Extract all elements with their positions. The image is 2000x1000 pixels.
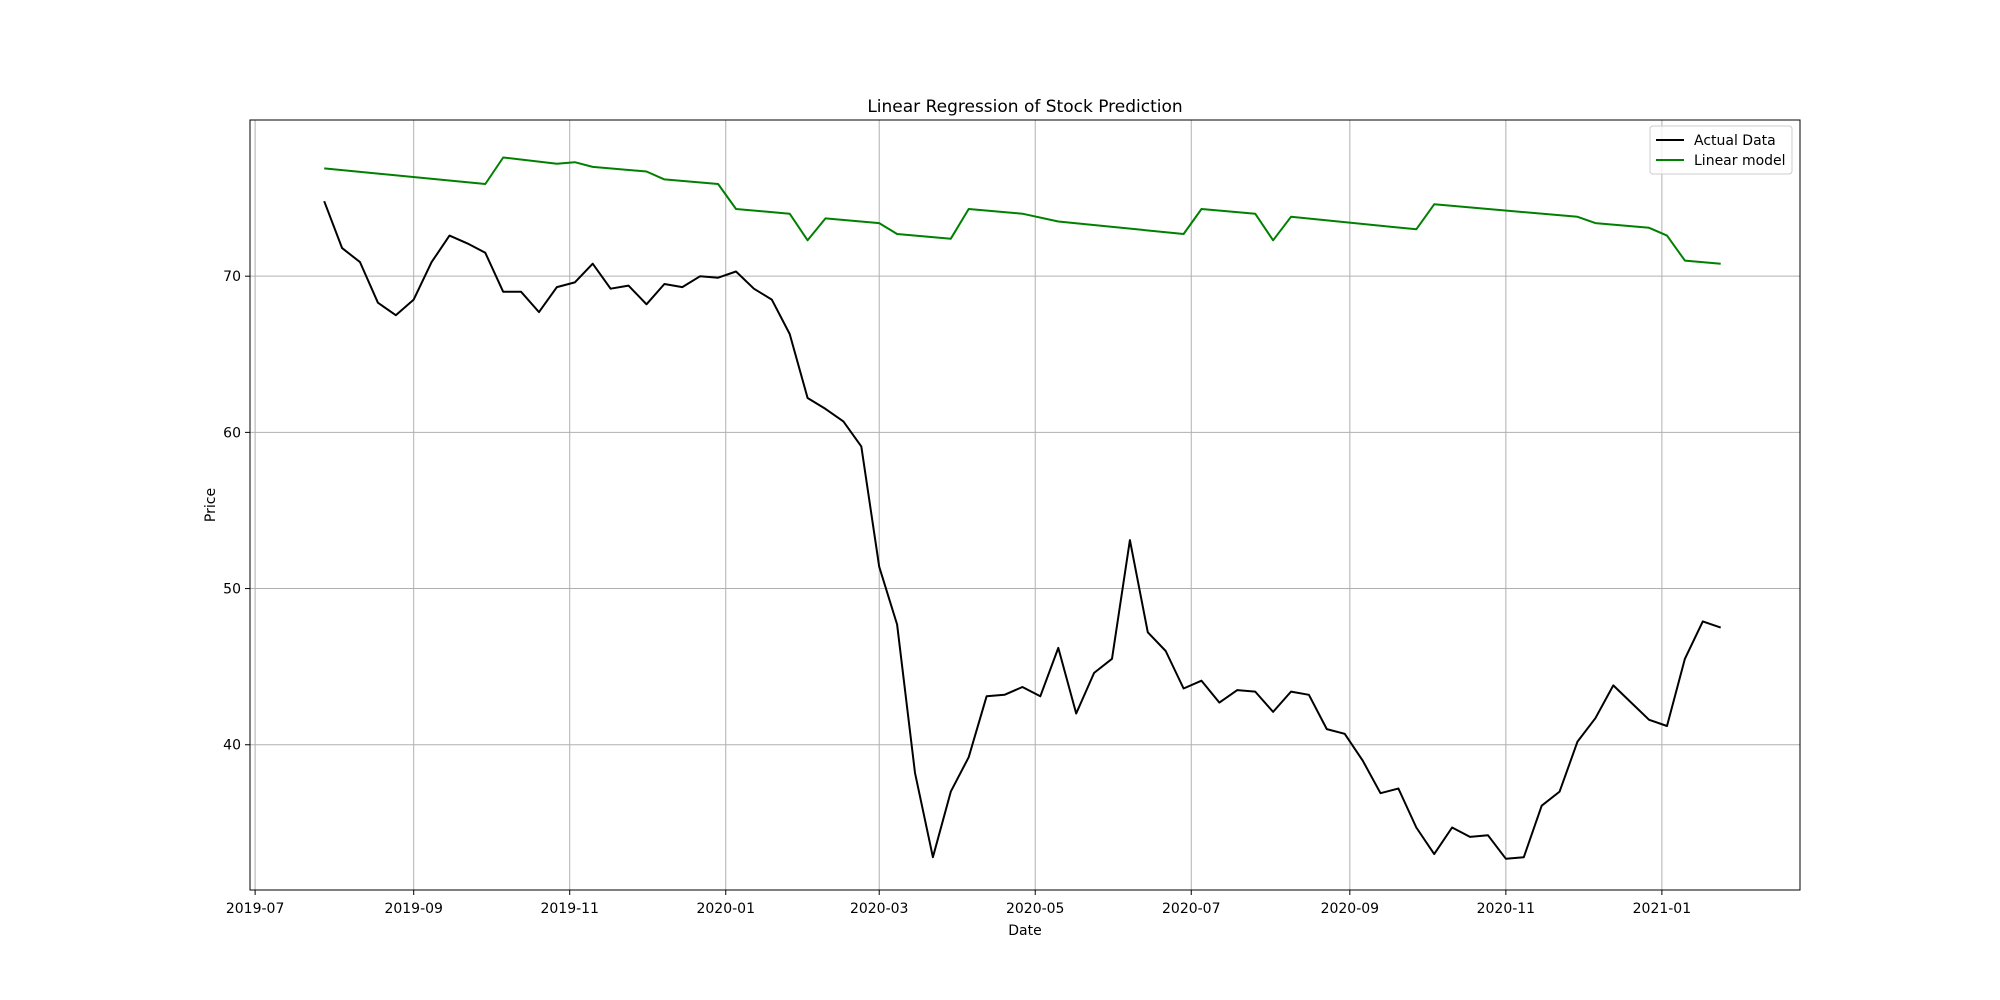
series-lines [323, 156, 1722, 860]
y-tick-label: 50 [223, 582, 241, 598]
x-tick-label: 2021-01 [1633, 901, 1692, 917]
legend-entry-label: Linear model [1694, 153, 1786, 169]
x-tick-label: 2020-03 [850, 901, 909, 917]
chart-title: Linear Regression of Stock Prediction [867, 97, 1182, 117]
y-tick-label: 70 [223, 269, 241, 285]
legend-box [1649, 125, 1793, 175]
x-tick-label: 2019-11 [540, 901, 599, 917]
y-axis-label: Price [203, 488, 219, 522]
legend-entry-label: Actual Data [1694, 133, 1776, 149]
grid [250, 120, 1800, 890]
y-tick-label: 40 [223, 738, 241, 754]
x-tick-label: 2020-01 [696, 901, 755, 917]
x-tick-label: 2020-05 [1006, 901, 1065, 917]
x-tick-label: 2019-07 [226, 901, 285, 917]
legend: Actual Data Linear model [1649, 125, 1793, 175]
x-axis-label: Date [1008, 923, 1041, 939]
x-tick-label: 2019-09 [384, 901, 443, 917]
y-tick-label: 60 [223, 425, 241, 441]
plot-area-frame [249, 119, 1801, 891]
axis-ticks: 2019-07 2019-09 2019-11 2020-01 2020-03 2020-… [223, 269, 1691, 917]
linear-model-line [324, 156, 1721, 265]
actual-data-line [323, 200, 1722, 860]
x-tick-label: 2020-11 [1477, 901, 1536, 917]
x-tick-label: 2020-09 [1321, 901, 1380, 917]
x-tick-label: 2020-07 [1162, 901, 1221, 917]
